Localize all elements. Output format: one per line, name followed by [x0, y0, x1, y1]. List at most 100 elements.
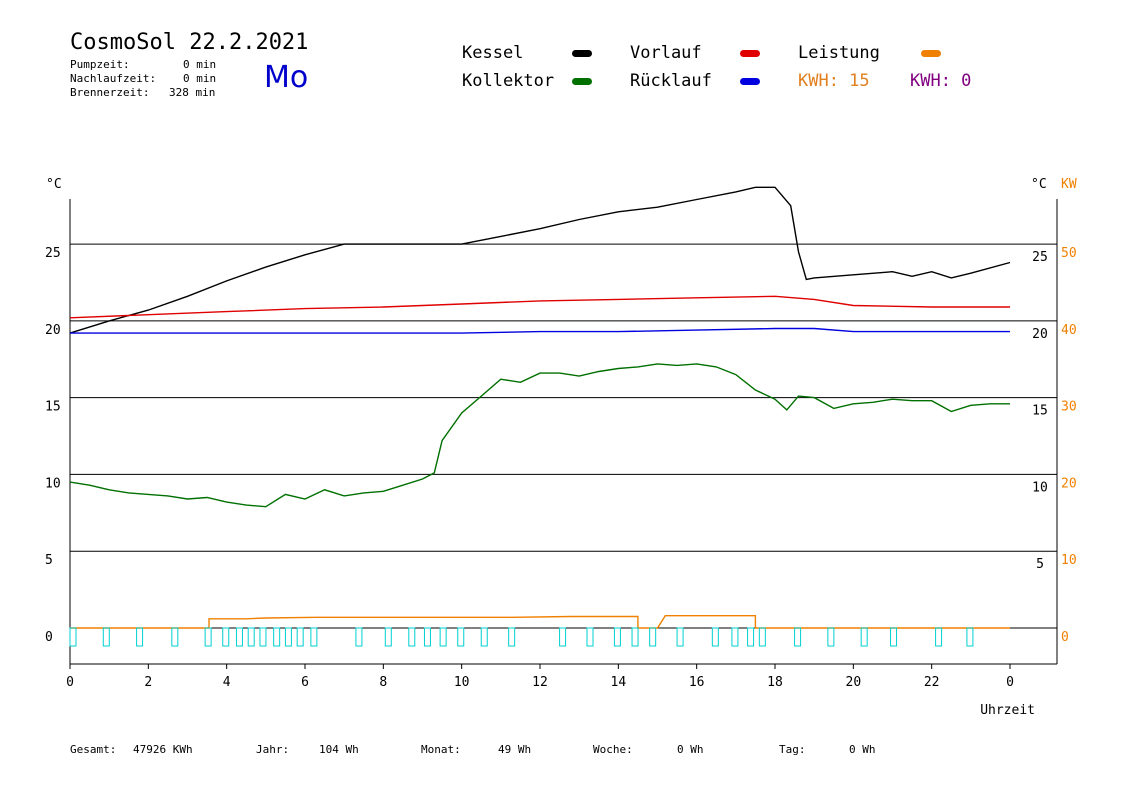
- chart-date: 22.2.2021: [189, 30, 309, 55]
- pump-pulse-35: [935, 627, 943, 647]
- pump-pulse-5: [222, 627, 230, 647]
- legend-vorlauf: Vorlauf: [630, 43, 702, 63]
- pump-pulse-13: [355, 627, 363, 647]
- pump-pulse-22: [586, 627, 594, 647]
- pump-pulse-32: [827, 627, 835, 647]
- legend-kollektor-swatch: [572, 78, 592, 85]
- pump-pulse-1: [102, 627, 110, 647]
- pump-pulse-3: [171, 627, 179, 647]
- pump-pulse-15: [408, 627, 416, 647]
- x-tick-label-8: 16: [689, 675, 705, 690]
- legend-kollektor: Kollektor: [462, 71, 555, 91]
- pump-pulse-31: [794, 627, 802, 647]
- y2-tick-label-50: 50: [1061, 246, 1077, 261]
- pump-pulse-4: [204, 627, 212, 647]
- series-line-leistung: [70, 615, 1010, 629]
- pump-pulse-10: [284, 627, 292, 647]
- y2-tick-label-10: 10: [1061, 553, 1077, 568]
- x-tick-label-5: 10: [454, 675, 470, 690]
- pump-pulse-25: [649, 627, 657, 647]
- kwh-value-2: KWH: 0: [910, 71, 972, 91]
- y-tick-label-right-25: 25: [1032, 250, 1048, 265]
- brennerzeit-label: Brennerzeit:: [70, 86, 150, 99]
- y2-tick-label-20: 20: [1061, 476, 1077, 491]
- legend-ruecklauf-swatch: [740, 78, 760, 85]
- pump-pulse-36: [966, 627, 974, 647]
- x-tick-label-12: 0: [1006, 675, 1014, 690]
- pump-pulse-30: [758, 627, 766, 647]
- nachlaufzeit-label: Nachlaufzeit:: [70, 72, 157, 85]
- x-tick-label-4: 8: [379, 675, 387, 690]
- weekday-label: Mo: [264, 60, 309, 95]
- y-unit-right: °C: [1031, 177, 1047, 192]
- pump-pulse-23: [613, 627, 621, 647]
- x-axis-label: Uhrzeit: [980, 703, 1035, 718]
- pump-pulse-11: [296, 627, 304, 647]
- pump-pulse-26: [676, 627, 684, 647]
- footer-gesamt-value: 47926 KWh: [133, 743, 193, 756]
- pump-pulse-34: [890, 627, 898, 647]
- legend-leistung-swatch: [921, 50, 941, 57]
- y-unit-left: °C: [46, 177, 62, 192]
- y-tick-label-right-20: 20: [1032, 327, 1048, 342]
- y-tick-label-left-5: 5: [45, 553, 53, 568]
- footer-woche-label: Woche:: [593, 743, 633, 756]
- footer-gesamt-label: Gesamt:: [70, 743, 117, 756]
- footer-woche-value: 0 Wh: [677, 743, 704, 756]
- pumpzeit-value: 0 min: [183, 58, 217, 71]
- series-line-kessel: [69, 186, 1011, 334]
- pump-pulse-12: [310, 627, 318, 647]
- legend-leistung: Leistung: [798, 43, 880, 63]
- pump-pulse-14: [384, 627, 392, 647]
- pumpzeit-label: Pumpzeit:: [70, 58, 130, 71]
- footer-monat-label: Monat:: [421, 743, 461, 756]
- y-tick-label-left-25: 25: [45, 246, 61, 261]
- y2-tick-label-30: 30: [1061, 400, 1077, 415]
- footer-jahr-value: 104 Wh: [319, 743, 359, 756]
- legend-kessel-swatch: [572, 50, 592, 57]
- y-tick-label-right-15: 15: [1032, 404, 1048, 419]
- x-tick-label-10: 20: [846, 675, 862, 690]
- x-tick-label-11: 22: [924, 675, 940, 690]
- pump-pulse-33: [860, 627, 868, 647]
- y-tick-label-left-0: 0: [45, 630, 53, 645]
- x-tick-label-6: 12: [532, 675, 548, 690]
- kwh-value-1: KWH: 15: [798, 71, 870, 91]
- pump-pulse-28: [731, 627, 739, 647]
- pump-pulse-2: [136, 627, 144, 647]
- y2-unit: KW: [1061, 177, 1077, 192]
- pump-pulse-18: [457, 627, 465, 647]
- y-tick-label-right-5: 5: [1036, 557, 1044, 572]
- legend-vorlauf-swatch: [740, 50, 760, 57]
- series-line-kollektor: [69, 363, 1010, 508]
- pump-pulse-29: [747, 627, 755, 647]
- pump-pulse-9: [273, 627, 281, 647]
- nachlaufzeit-value: 0 min: [183, 72, 217, 85]
- y2-tick-label-0: 0: [1061, 630, 1069, 645]
- legend-kessel: Kessel: [462, 43, 524, 63]
- brennerzeit-value: 328 min: [169, 86, 216, 99]
- footer-jahr-label: Jahr:: [256, 743, 290, 756]
- pump-pulse-19: [480, 627, 488, 647]
- pump-pulse-8: [259, 627, 267, 647]
- y-tick-label-left-10: 10: [45, 476, 61, 491]
- pump-pulse-20: [508, 627, 516, 647]
- footer-tag-value: 0 Wh: [849, 743, 876, 756]
- pump-pulse-16: [423, 627, 431, 647]
- footer-monat-value: 49 Wh: [498, 743, 532, 756]
- y-tick-label-left-20: 20: [45, 323, 61, 338]
- series-line-ruecklauf: [70, 327, 1010, 334]
- pump-pulse-21: [559, 627, 567, 647]
- chart-title: CosmoSol 22.2.2021: [70, 30, 308, 55]
- x-tick-label-3: 6: [301, 675, 309, 690]
- pump-pulse-6: [235, 627, 243, 647]
- x-tick-label-9: 18: [767, 675, 783, 690]
- pump-pulse-27: [711, 627, 719, 647]
- y-tick-label-right-10: 10: [1032, 480, 1048, 495]
- pump-pulse-7: [247, 627, 255, 647]
- y-tick-label-left-15: 15: [45, 400, 61, 415]
- x-tick-label-7: 14: [611, 675, 627, 690]
- x-tick-label-1: 2: [144, 675, 152, 690]
- y2-tick-label-40: 40: [1061, 323, 1077, 338]
